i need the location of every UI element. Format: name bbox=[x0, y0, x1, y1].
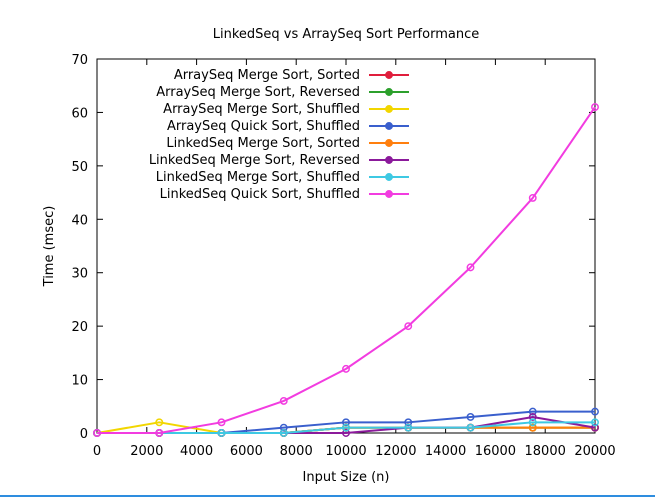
data-point bbox=[591, 423, 599, 432]
legend-label: LinkedSeq Merge Sort, Shuffled bbox=[156, 170, 360, 185]
data-point bbox=[528, 407, 537, 416]
y-tick-label: 70 bbox=[71, 53, 88, 68]
bottom-border bbox=[0, 495, 655, 497]
x-axis: 0 2000 4000 6000 8000 10000 12000 14000 16000 180… bbox=[93, 59, 616, 459]
legend-label: ArraySeq Merge Sort, Shuffled bbox=[163, 102, 360, 117]
data-point bbox=[93, 429, 101, 437]
data-point bbox=[466, 423, 475, 432]
legend-label: LinkedSeq Merge Sort, Reversed bbox=[149, 153, 360, 168]
data-point bbox=[342, 423, 350, 432]
legend-entry: ArraySeq Merge Sort, Reversed bbox=[156, 85, 409, 100]
legend-swatch-marker bbox=[385, 105, 393, 113]
legend-swatch-marker bbox=[385, 139, 393, 147]
data-point bbox=[404, 322, 413, 331]
x-tick-label: 18000 bbox=[525, 444, 566, 459]
y-axis: 0 10 20 30 40 50 60 70 bbox=[71, 53, 595, 442]
y-tick-label: 20 bbox=[71, 320, 88, 335]
data-point bbox=[591, 418, 599, 427]
data-point bbox=[217, 418, 226, 427]
x-tick-label: 8000 bbox=[280, 444, 313, 459]
data-point bbox=[591, 103, 599, 112]
data-point bbox=[528, 193, 537, 202]
data-point bbox=[279, 423, 288, 432]
legend-label: LinkedSeq Quick Sort, Shuffled bbox=[160, 187, 360, 202]
x-axis-label: Input Size (n) bbox=[303, 470, 390, 485]
data-point bbox=[342, 418, 350, 427]
legend-entry: LinkedSeq Quick Sort, Shuffled bbox=[160, 187, 409, 202]
x-tick-label: 4000 bbox=[180, 444, 213, 459]
legend-entry: ArraySeq Merge Sort, Sorted bbox=[174, 68, 409, 83]
data-point bbox=[217, 429, 226, 437]
data-point bbox=[466, 413, 475, 421]
legend-swatch-marker bbox=[385, 190, 393, 198]
y-tick-label: 60 bbox=[71, 106, 88, 121]
y-axis-label: Time (msec) bbox=[42, 206, 57, 288]
data-point bbox=[342, 364, 350, 373]
legend-swatch-marker bbox=[385, 71, 393, 79]
data-point bbox=[279, 396, 288, 405]
legend-label: ArraySeq Merge Sort, Reversed bbox=[156, 85, 360, 100]
series-8 bbox=[93, 103, 599, 437]
y-tick-label: 0 bbox=[80, 427, 88, 442]
legend-entry: LinkedSeq Merge Sort, Sorted bbox=[166, 136, 409, 151]
legend-label: LinkedSeq Merge Sort, Sorted bbox=[166, 136, 360, 151]
legend-swatch-marker bbox=[385, 173, 393, 181]
y-tick-label: 30 bbox=[71, 267, 88, 282]
legend-label: ArraySeq Quick Sort, Shuffled bbox=[167, 119, 360, 134]
data-point bbox=[404, 423, 413, 432]
x-tick-label: 20000 bbox=[574, 444, 615, 459]
x-tick-label: 6000 bbox=[230, 444, 263, 459]
x-tick-label: 12000 bbox=[375, 444, 416, 459]
legend-swatch-marker bbox=[385, 122, 393, 130]
x-tick-label: 14000 bbox=[425, 444, 466, 459]
series-layer bbox=[93, 103, 599, 437]
legend-entry: ArraySeq Quick Sort, Shuffled bbox=[167, 119, 409, 134]
x-tick-label: 10000 bbox=[325, 444, 366, 459]
x-tick-label: 16000 bbox=[475, 444, 516, 459]
data-point bbox=[466, 263, 475, 272]
y-tick-label: 50 bbox=[71, 160, 88, 175]
data-point bbox=[155, 429, 164, 437]
y-tick-label: 10 bbox=[71, 374, 88, 389]
chart-title: LinkedSeq vs ArraySeq Sort Performance bbox=[213, 27, 479, 42]
legend-entry: ArraySeq Merge Sort, Shuffled bbox=[163, 102, 409, 117]
data-point bbox=[591, 407, 599, 416]
data-point bbox=[155, 418, 164, 427]
legend-swatch-marker bbox=[385, 88, 393, 96]
legend-entry: LinkedSeq Merge Sort, Shuffled bbox=[156, 170, 409, 185]
data-point bbox=[404, 418, 413, 427]
data-point bbox=[342, 429, 350, 437]
series-line bbox=[97, 106, 596, 434]
legend-swatch-marker bbox=[385, 156, 393, 164]
legend-entry: LinkedSeq Merge Sort, Reversed bbox=[149, 153, 409, 168]
legend-label: ArraySeq Merge Sort, Sorted bbox=[174, 68, 360, 83]
data-point bbox=[528, 418, 537, 427]
data-point bbox=[528, 423, 537, 432]
x-tick-label: 0 bbox=[93, 444, 101, 459]
x-tick-label: 2000 bbox=[130, 444, 163, 459]
data-point bbox=[528, 413, 537, 421]
series-line bbox=[97, 421, 595, 434]
y-tick-label: 40 bbox=[71, 213, 88, 228]
legend: ArraySeq Merge Sort, Sorted ArraySeq Merg… bbox=[149, 68, 409, 202]
data-point bbox=[279, 429, 288, 437]
